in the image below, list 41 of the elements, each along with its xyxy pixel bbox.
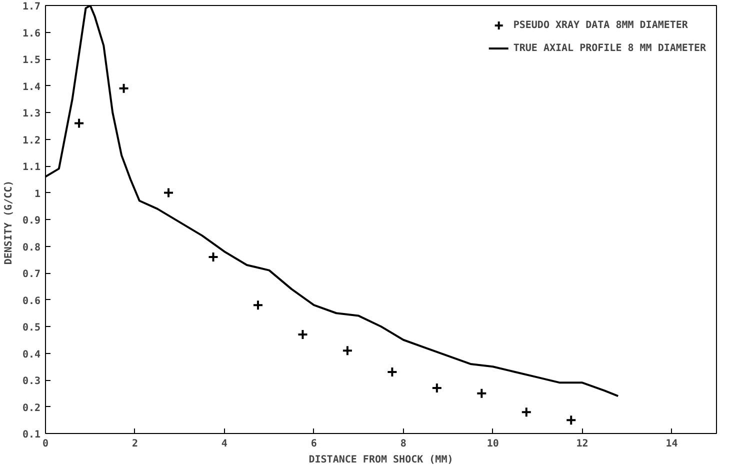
y-tick-label: 0.3 [22,376,40,387]
point [386,366,398,378]
point [476,388,488,399]
y-axis-title: DENSITY (G/CC) [3,180,14,265]
y-tick-label: 0.2 [22,402,40,414]
y-tick-label: 0.8 [22,242,40,254]
x-tick-label: 8 [400,438,406,450]
y-tick-label: 1.7 [22,2,40,12]
x-tick-label: 4 [221,438,228,450]
point [566,414,577,426]
y-tick-label: 1.1 [22,162,40,173]
y-tick-label: 1.5 [22,55,40,66]
x-tick-label: 12 [576,438,588,450]
x-tick-label: 6 [310,438,317,450]
x-tick-label: 14 [666,438,678,450]
point [342,345,353,356]
x-axis-title: DISTANCE FROM SHOCK (MM) [308,454,454,466]
point [208,251,219,262]
x-tick-label: 0 [42,438,49,450]
y-tick-label: 1.3 [22,108,40,120]
y-tick-label: 0.1 [22,430,40,440]
point [520,406,532,418]
legend-label: PSEUDO XRAY DATA 8MM DIAMETER [513,20,688,30]
legend-label: TRUE AXIAL PROFILE 8 MM DIAMETER [513,42,706,54]
point [163,187,174,198]
point [118,82,130,94]
point [297,329,308,340]
y-tick-label: 0.4 [22,349,40,360]
y-tick-label: 1.2 [22,135,40,146]
point [74,118,85,129]
x-tick-label: 2 [132,438,138,450]
y-tick-label: 0.5 [22,322,40,334]
x-tick-label: 10 [486,438,499,450]
y-tick-label: 0.9 [22,216,40,226]
y-tick-label: 1 [34,188,41,200]
y-tick-label: 1.6 [22,28,40,40]
point [252,300,264,311]
y-tick-label: 0.7 [22,269,40,280]
y-tick-label: 1.4 [22,82,40,93]
y-tick-label: 0.6 [22,296,40,307]
point [431,382,442,394]
